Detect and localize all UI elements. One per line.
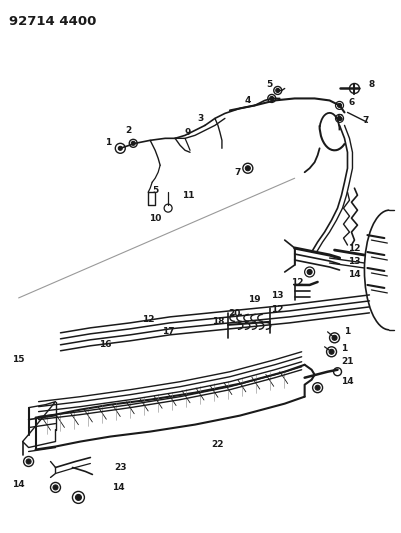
Text: 12: 12: [142, 316, 154, 325]
Text: 11: 11: [181, 191, 194, 200]
Text: 21: 21: [340, 357, 353, 366]
Circle shape: [306, 270, 311, 274]
Text: 2: 2: [125, 126, 131, 135]
Text: 12: 12: [291, 278, 303, 287]
Text: 13: 13: [271, 292, 283, 301]
Text: 13: 13: [347, 256, 360, 265]
Text: 4: 4: [244, 96, 250, 105]
Text: 9: 9: [184, 128, 191, 137]
Circle shape: [337, 103, 341, 108]
Circle shape: [328, 349, 333, 354]
Circle shape: [275, 88, 279, 92]
Text: 10: 10: [149, 214, 161, 223]
Text: 16: 16: [99, 340, 111, 349]
Text: 12: 12: [271, 305, 283, 314]
Text: 1: 1: [340, 344, 347, 353]
Circle shape: [331, 335, 336, 340]
Text: 7: 7: [361, 116, 368, 125]
Text: 23: 23: [114, 463, 126, 472]
Circle shape: [314, 385, 319, 390]
Text: 22: 22: [211, 440, 224, 449]
Text: 5: 5: [266, 80, 272, 89]
Text: 3: 3: [196, 114, 203, 123]
Text: 18: 18: [211, 317, 224, 326]
Text: 15: 15: [12, 356, 25, 364]
Text: 5: 5: [152, 185, 158, 195]
Text: 6: 6: [336, 114, 342, 123]
Text: 12: 12: [347, 244, 360, 253]
Circle shape: [245, 166, 250, 171]
Text: 6: 6: [348, 98, 354, 107]
Text: 7: 7: [234, 168, 241, 177]
Circle shape: [269, 96, 273, 100]
Text: 92714 4400: 92714 4400: [9, 15, 96, 28]
Circle shape: [131, 141, 135, 146]
Circle shape: [337, 116, 341, 120]
Text: 20: 20: [228, 309, 241, 318]
Text: 14: 14: [112, 483, 124, 492]
Text: 14: 14: [12, 480, 25, 489]
Circle shape: [53, 485, 58, 490]
Text: 1: 1: [344, 327, 350, 336]
Text: 19: 19: [248, 295, 261, 304]
Circle shape: [75, 495, 81, 500]
Circle shape: [26, 459, 31, 464]
Text: 14: 14: [347, 270, 360, 279]
Text: 8: 8: [367, 80, 374, 89]
Text: 14: 14: [340, 377, 353, 386]
Circle shape: [118, 147, 122, 150]
Text: 17: 17: [161, 327, 174, 336]
Text: 1: 1: [105, 138, 111, 147]
